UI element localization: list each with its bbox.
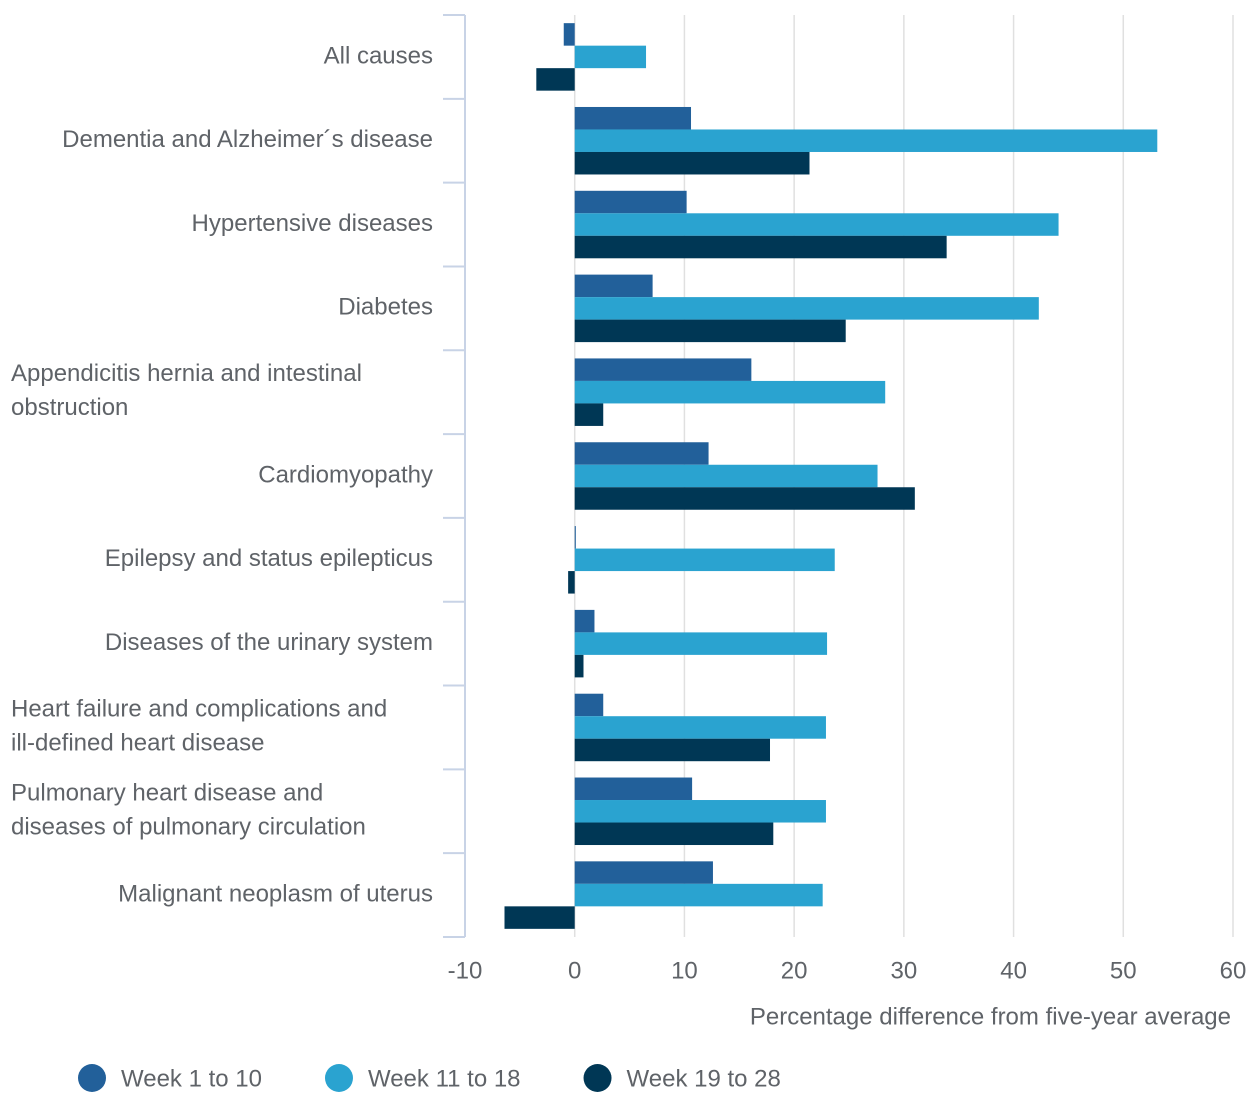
x-tick-label: 0 [568, 957, 581, 984]
bar [574, 151, 810, 175]
y-tick-label: Diabetes [338, 294, 433, 321]
bar [574, 358, 752, 381]
bar [574, 45, 647, 69]
y-tick-label: Heart failure and complications and ill-d… [11, 696, 387, 757]
bar [574, 800, 826, 823]
x-tick-label: 60 [1220, 957, 1247, 984]
bar [574, 487, 915, 510]
legend-label: Week 1 to 10 [121, 1065, 262, 1092]
bar [574, 380, 886, 404]
legend-label: Week 19 to 28 [627, 1065, 781, 1092]
bar [574, 716, 826, 739]
bar [574, 632, 828, 655]
x-tick-label: 40 [1000, 957, 1027, 984]
bar [574, 738, 771, 762]
y-tick-label: Cardiomyopathy [258, 461, 433, 488]
bar [574, 235, 947, 259]
x-tick-label: 30 [891, 957, 918, 984]
bar [574, 777, 693, 801]
bar [574, 861, 713, 884]
bar [504, 906, 575, 929]
bar [574, 693, 604, 717]
bar [574, 883, 823, 907]
bar [574, 822, 774, 846]
bar [574, 548, 835, 572]
x-tick-label: 10 [671, 957, 698, 984]
y-tick-label: Malignant neoplasm of uterus [118, 880, 433, 907]
bar [568, 571, 575, 594]
x-tick-label: 20 [781, 957, 808, 984]
legend-marker [583, 1064, 612, 1092]
bar [563, 23, 575, 46]
y-tick-label: Pulmonary heart disease and diseases of p… [11, 780, 366, 841]
y-tick-label: Epilepsy and status epilepticus [105, 545, 433, 572]
y-tick-label: Hypertensive diseases [192, 210, 433, 237]
legend-marker [78, 1064, 106, 1092]
y-tick-label: Diseases of the urinary system [105, 629, 433, 656]
y-tick-label: Dementia and Alzheimer´s disease [62, 126, 433, 153]
x-tick-label: -10 [448, 957, 483, 984]
y-tick-label: All causes [324, 42, 433, 69]
bar [536, 68, 575, 91]
y-tick-label: Appendicitis hernia and intestinal obstru… [11, 361, 362, 422]
bar [574, 464, 878, 488]
x-axis-title: Percentage difference from five-year ave… [750, 1003, 1231, 1030]
bar [574, 403, 604, 426]
legend-label: Week 11 to 18 [368, 1065, 521, 1092]
bar [574, 654, 584, 678]
bar [574, 106, 692, 130]
bar [574, 609, 595, 633]
x-tick-label: 50 [1110, 957, 1137, 984]
bar [574, 213, 1059, 236]
bar [574, 190, 687, 214]
bar [574, 297, 1039, 320]
bar [574, 526, 576, 549]
bar [574, 442, 709, 465]
bar [574, 274, 653, 298]
bar [574, 129, 1158, 152]
legend-marker [324, 1064, 353, 1092]
bar [574, 319, 846, 343]
